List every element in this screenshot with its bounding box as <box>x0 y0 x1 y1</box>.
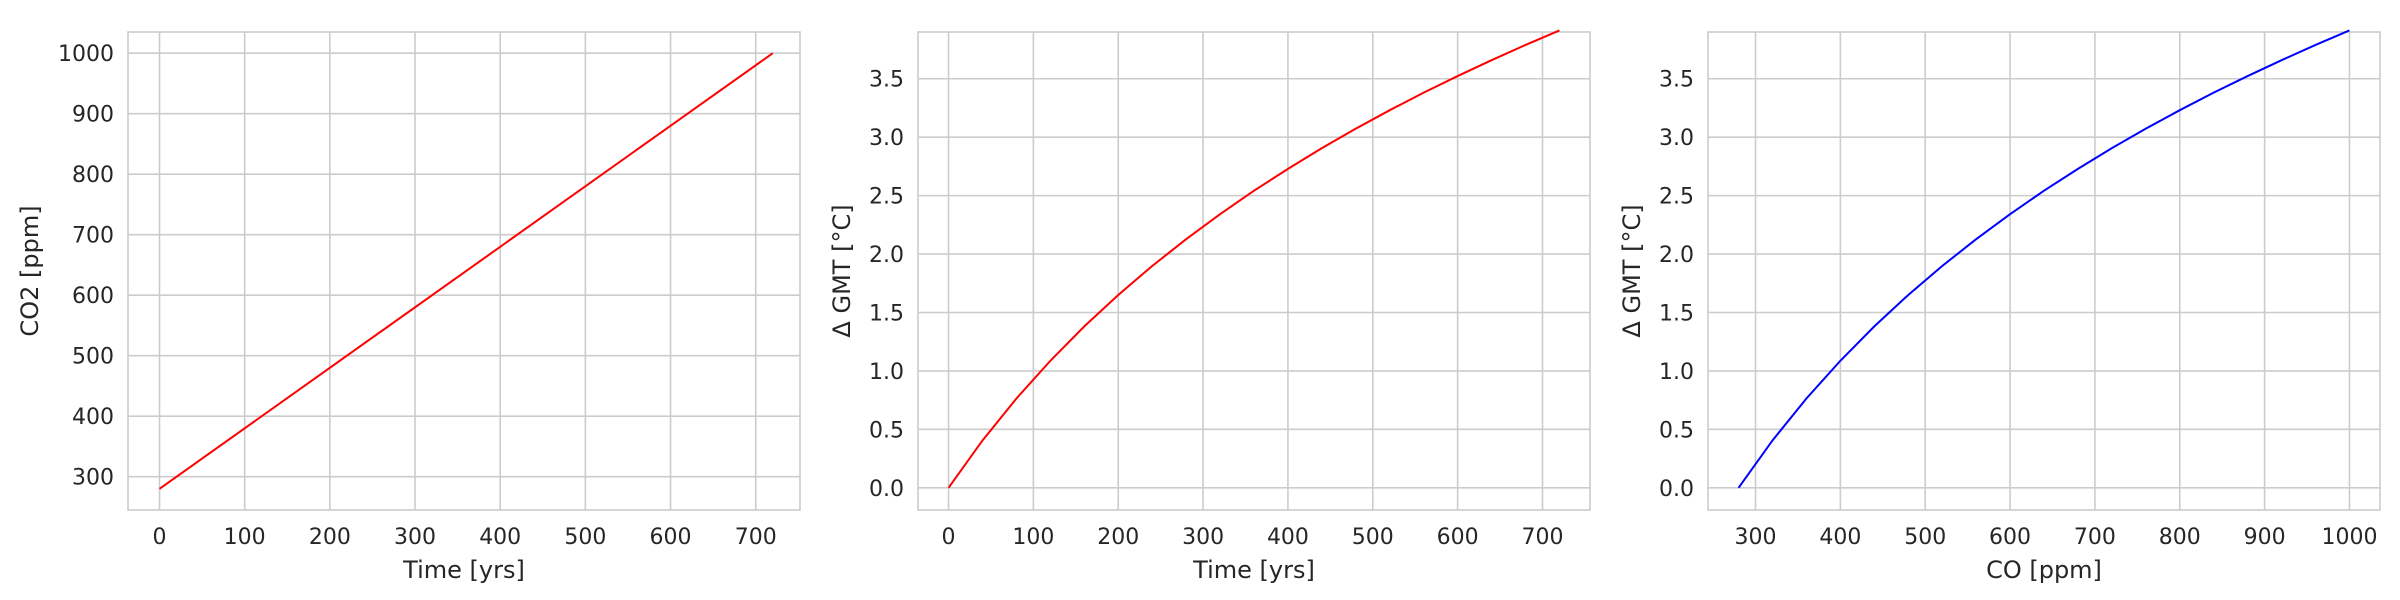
x-axis-title: Time [yrs] <box>1192 556 1315 584</box>
x-tick-label: 400 <box>479 525 521 550</box>
x-axis-title: Time [yrs] <box>402 556 525 584</box>
y-tick-label: 1.0 <box>1659 360 1694 385</box>
y-tick-label: 3.0 <box>869 126 904 151</box>
x-tick-label: 400 <box>1819 525 1861 550</box>
x-tick-label: 600 <box>1989 525 2031 550</box>
x-tick-label: 300 <box>1735 525 1777 550</box>
y-tick-label: 300 <box>72 466 114 491</box>
y-tick-label: 600 <box>72 284 114 309</box>
x-tick-label: 500 <box>1904 525 1946 550</box>
y-tick-label: 0.0 <box>869 477 904 502</box>
x-tick-label: 600 <box>650 525 692 550</box>
plot-area-frame <box>1707 31 2381 511</box>
x-tick-label: 500 <box>564 525 606 550</box>
series-line <box>158 52 774 490</box>
y-tick-label: 2.5 <box>1659 185 1694 210</box>
series-line <box>1737 29 2350 489</box>
x-tick-label: 100 <box>1012 525 1054 550</box>
x-tick-label: 100 <box>224 525 266 550</box>
y-tick-label: 1000 <box>58 42 114 67</box>
x-tick-label: 500 <box>1352 525 1394 550</box>
x-tick-label: 700 <box>1521 525 1563 550</box>
y-tick-label: 2.0 <box>869 243 904 268</box>
y-tick-label: 2.0 <box>1659 243 1694 268</box>
x-tick-label: 700 <box>2074 525 2116 550</box>
y-axis-title: Δ GMT [°C] <box>1618 204 1646 337</box>
x-tick-label: 0 <box>153 525 167 550</box>
y-tick-label: 1.5 <box>1659 301 1694 326</box>
chart-panel-co2-vs-time: 0 100 200 300 400 500 600 700 300 400 500 600 700 800… <box>16 31 801 584</box>
series-line <box>947 29 1560 489</box>
y-tick-label: 800 <box>72 163 114 188</box>
y-tick-label: 400 <box>72 405 114 430</box>
plot-area-frame <box>917 31 1591 511</box>
y-tick-label: 900 <box>72 103 114 128</box>
y-tick-label: 3.5 <box>869 68 904 93</box>
x-tick-label: 200 <box>1097 525 1139 550</box>
x-axis-title: CO [ppm] <box>1986 556 2102 584</box>
x-tick-label: 1000 <box>2321 525 2377 550</box>
y-tick-label: 2.5 <box>869 185 904 210</box>
y-tick-label: 3.0 <box>1659 126 1694 151</box>
chart-panel-gmt-vs-co: 300 400 500 600 700 800 900 1000 0.0 0.5 1.0 1.5 2.0… <box>1618 29 2381 584</box>
y-tick-label: 0.5 <box>1659 418 1694 443</box>
y-tick-label: 700 <box>72 224 114 249</box>
x-tick-label: 0 <box>942 525 956 550</box>
x-tick-label: 300 <box>1182 525 1224 550</box>
y-axis-title: CO2 [ppm] <box>16 205 44 336</box>
y-tick-label: 1.0 <box>869 360 904 385</box>
x-tick-label: 600 <box>1437 525 1479 550</box>
y-tick-label: 3.5 <box>1659 68 1694 93</box>
y-axis-title: Δ GMT [°C] <box>828 204 856 337</box>
x-tick-label: 200 <box>309 525 351 550</box>
y-tick-label: 0.0 <box>1659 477 1694 502</box>
x-tick-label: 400 <box>1267 525 1309 550</box>
x-tick-label: 900 <box>2244 525 2286 550</box>
y-tick-label: 500 <box>72 345 114 370</box>
chart-panel-gmt-vs-time: 0 100 200 300 400 500 600 700 0.0 0.5 1.0 1.5 2.0 2.5… <box>828 29 1591 584</box>
x-tick-label: 700 <box>735 525 777 550</box>
x-tick-label: 800 <box>2159 525 2201 550</box>
y-tick-label: 0.5 <box>869 418 904 443</box>
plot-area-frame <box>127 31 801 511</box>
x-tick-label: 300 <box>394 525 436 550</box>
y-tick-label: 1.5 <box>869 301 904 326</box>
